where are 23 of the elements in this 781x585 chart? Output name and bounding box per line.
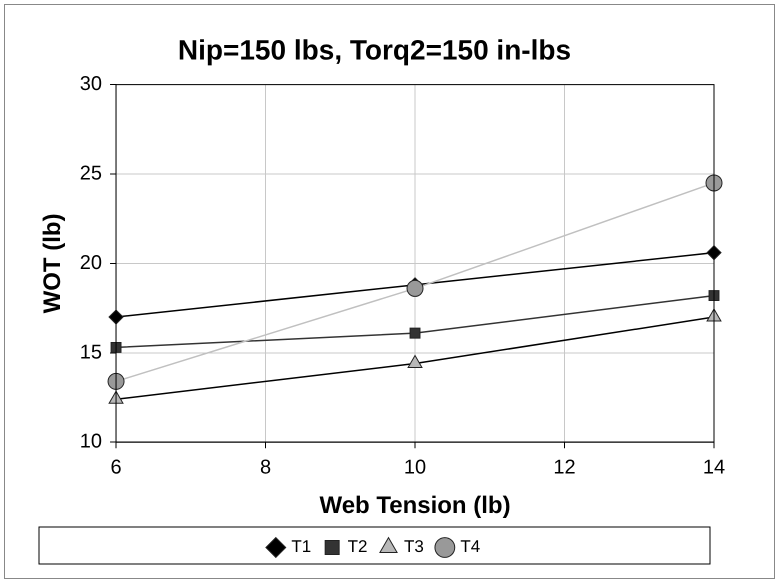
legend-label: T4 — [460, 537, 480, 556]
legend-label: T3 — [404, 537, 424, 556]
point — [706, 174, 722, 192]
chart-title: Nip=150 lbs, Torq2=150 in-lbs — [178, 34, 572, 66]
x-tick-label: 6 — [110, 456, 122, 479]
x-tick-label: 12 — [553, 456, 576, 479]
point — [410, 328, 420, 339]
x-axis-title: Web Tension (lb) — [319, 492, 511, 520]
legend-label: T2 — [348, 537, 368, 556]
y-tick-label: 25 — [80, 162, 102, 185]
x-tick-label: 14 — [702, 456, 726, 479]
point — [708, 290, 720, 302]
point — [406, 280, 424, 297]
point — [108, 372, 125, 390]
y-axis-title: WOT (lb) — [39, 213, 66, 314]
y-tick-label: 30 — [80, 73, 102, 96]
y-tick-label: 20 — [80, 252, 102, 274]
x-tick-label: 8 — [260, 456, 272, 479]
x-tick-label: 10 — [404, 456, 426, 479]
y-tick-label: 15 — [80, 341, 102, 364]
point — [110, 342, 122, 353]
legend-label: T1 — [291, 537, 312, 556]
y-tick-label: 10 — [80, 430, 102, 453]
